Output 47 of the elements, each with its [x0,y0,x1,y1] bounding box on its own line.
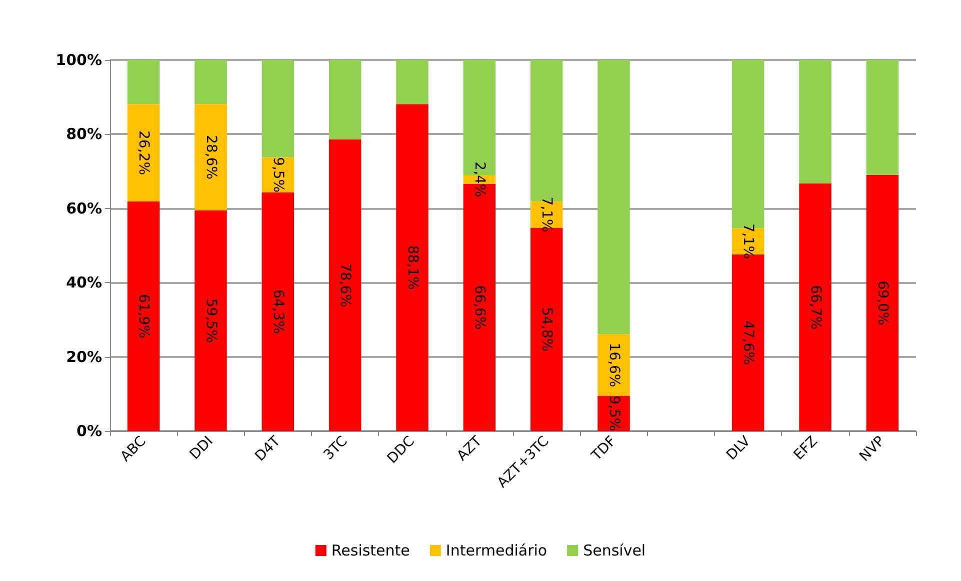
y-tick-label: 100% [56,51,102,69]
legend-label: Sensível [583,542,646,560]
bar [866,175,899,431]
bar [328,139,362,431]
legend-label: Intermediário [446,542,548,560]
bar [127,104,160,202]
bar [598,60,630,334]
bar [396,104,428,431]
y-tick-label: 0% [76,422,102,440]
data-label: 7,1% [740,223,756,260]
data-label: 7,1% [538,196,555,232]
bar [799,60,832,184]
bar [262,60,294,158]
y-tick-label: 40% [66,274,102,292]
data-label: 9,5% [270,157,286,193]
y-tick-label: 60% [66,199,102,218]
y-tick-label: 80% [66,125,102,144]
bar [127,201,160,431]
data-label: 64,3% [270,289,286,334]
bar [194,210,227,431]
data-label: 54,8% [538,307,555,352]
x-tick-label: TDF [588,433,620,465]
bar [194,60,227,104]
bar [396,60,428,104]
data-label: 9,5% [606,396,622,432]
y-tick-label: 20% [66,348,102,366]
data-label: 47,6% [740,320,756,365]
data-label: 26,2% [136,130,152,175]
data-label: 16,6% [606,342,622,388]
data-label: 88,1% [404,245,420,290]
bar [799,184,832,431]
data-label: 69,0% [874,280,890,326]
bar [127,60,160,104]
data-label: 61,9% [136,294,152,338]
bar [194,104,227,210]
bar [328,60,362,140]
data-label: 78,6% [337,262,354,308]
data-label: 59,5% [202,298,219,343]
data-label: 66,7% [807,285,824,330]
data-label: 66,6% [471,285,488,330]
data-label: 2,4% [471,162,488,198]
legend-label: Resistente [331,542,410,560]
data-label: 28,6% [202,134,219,180]
bar [598,334,630,396]
bar [262,192,294,431]
bar [866,60,899,176]
x-tick-label: DDI [186,433,216,463]
